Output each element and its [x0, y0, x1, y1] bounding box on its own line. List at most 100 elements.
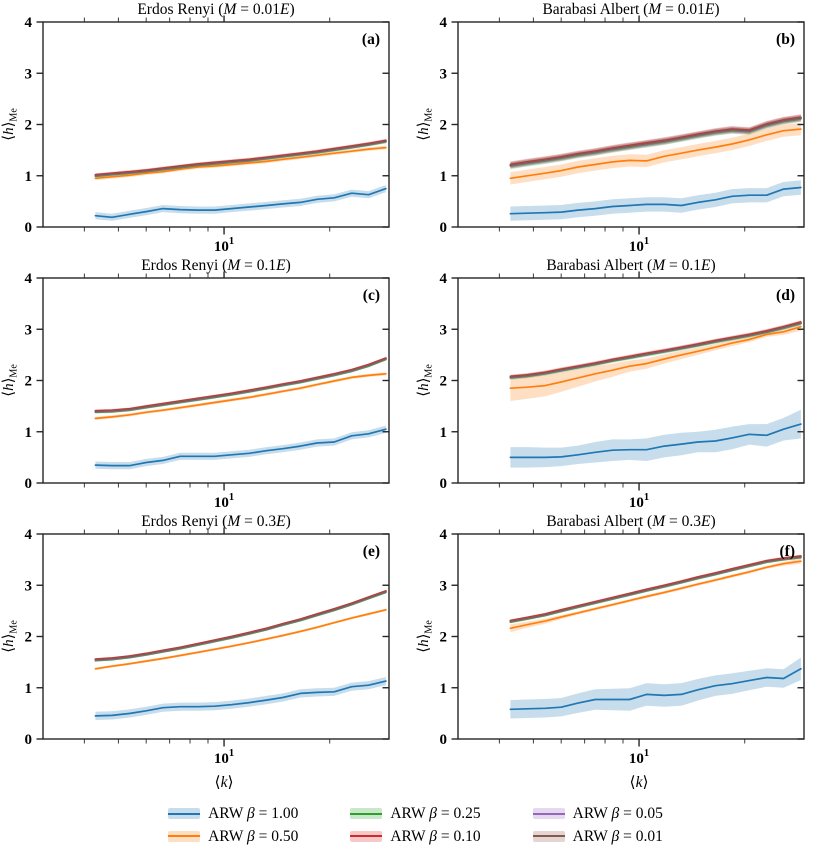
series-band-beta001: [510, 320, 801, 379]
chart-row-2: 0 1 2 3 4 101 Erdos Renyi (M = 0.1E) (c) ⟨h⟩Me 0…: [0, 256, 831, 512]
legend-swatch-beta025: [350, 808, 383, 820]
series-band-beta050: [95, 608, 386, 671]
x-tick-label: 101: [214, 236, 234, 255]
series-line-beta010: [509, 321, 802, 378]
series-line-beta100: [509, 667, 802, 711]
y-tick-label: 0: [25, 476, 33, 492]
chart-svg-f: 0 1 2 3 4 101 Barabasi Albert (M = 0.3E) (f) ⟨h⟩…: [416, 513, 805, 791]
series-band-beta005: [95, 590, 386, 662]
series-band-beta005: [95, 357, 386, 413]
legend-swatch-beta010: [350, 830, 383, 842]
legend: ARW β = 1.00 ARW β = 0.50 ARW β = 0.25 ARW …: [0, 794, 831, 844]
legend-label-beta100: ARW β = 1.00: [208, 805, 299, 822]
legend-label-beta025: ARW β = 0.25: [390, 805, 481, 822]
legend-swatch-beta001: [532, 830, 565, 842]
series-band-beta100: [95, 677, 386, 720]
y-tick-label: 0: [440, 476, 448, 492]
legend-swatch-beta050: [168, 830, 201, 842]
legend-swatch-beta100: [168, 808, 201, 820]
series-line-beta010: [94, 590, 387, 660]
series-line-beta050: [94, 146, 387, 180]
series-band-beta001: [95, 357, 386, 413]
y-axis-label: ⟨h⟩Me: [1, 364, 20, 397]
y-tick-label: 4: [440, 15, 448, 31]
series-line-beta100: [94, 428, 387, 467]
series-line-beta050: [509, 325, 802, 390]
series-band-beta050: [510, 123, 801, 185]
series-band-beta100: [95, 185, 386, 221]
legend-item-beta010: ARW β = 0.10: [350, 827, 481, 845]
legend-item-beta100: ARW β = 1.00: [168, 806, 298, 822]
y-tick-label: 2: [440, 630, 448, 646]
series-line-beta050: [509, 560, 802, 630]
x-tick-label: 101: [214, 492, 234, 511]
y-tick-label: 3: [440, 66, 448, 82]
y-tick-label: 3: [25, 322, 33, 338]
y-tick-label: 1: [25, 169, 33, 185]
x-tick-label: 101: [629, 748, 649, 767]
legend-item-beta050: ARW β = 0.50: [168, 828, 298, 845]
panel-letter: (d): [776, 287, 795, 304]
y-tick-label: 3: [440, 578, 448, 594]
panel-c: 0 1 2 3 4 101 Erdos Renyi (M = 0.1E) (c) ⟨h⟩Me: [0, 256, 415, 512]
series-line-beta010: [94, 357, 387, 412]
panel-letter: (f): [780, 543, 796, 560]
series-line-beta001: [509, 321, 802, 378]
y-axis-label: ⟨h⟩Me: [416, 364, 435, 397]
series-band-beta025: [95, 591, 386, 662]
y-tick-label: 2: [25, 374, 33, 390]
panel-letter: (a): [362, 31, 380, 48]
legend-label-beta010: ARW β = 0.10: [390, 827, 481, 845]
series-line-beta100: [509, 423, 802, 459]
panel-b: 0 1 2 3 4 101 Barabasi Albert (M = 0.01E) (b) ⟨h…: [415, 0, 830, 256]
panel-letter: (b): [776, 31, 795, 48]
series-line-beta005: [94, 591, 387, 661]
series-band-beta100: [510, 409, 801, 468]
y-tick-label: 4: [440, 271, 448, 287]
series-band-beta010: [95, 589, 386, 661]
series-band-beta050: [95, 372, 386, 420]
series-line-beta001: [94, 357, 387, 413]
panel-e: 0 1 2 3 4 101 Erdos Renyi (M = 0.3E) (e) ⟨h⟩Me ⟨k…: [0, 512, 415, 794]
y-tick-label: 4: [25, 527, 33, 543]
y-tick-label: 3: [25, 66, 33, 82]
panel-f: 0 1 2 3 4 101 Barabasi Albert (M = 0.3E) (f) ⟨h⟩…: [415, 512, 830, 794]
series-line-beta001: [94, 140, 387, 177]
legend-line-beta050: [168, 835, 201, 838]
y-tick-label: 0: [440, 732, 448, 748]
legend-line-beta100: [168, 812, 201, 815]
y-tick-label: 1: [440, 681, 448, 697]
chart-row-3: 0 1 2 3 4 101 Erdos Renyi (M = 0.3E) (e) ⟨h⟩Me ⟨k…: [0, 512, 831, 794]
series-band-beta010: [510, 320, 801, 379]
y-tick-label: 4: [25, 271, 33, 287]
y-tick-label: 0: [25, 732, 33, 748]
legend-label-beta005: ARW β = 0.05: [572, 805, 663, 822]
panel-title: Barabasi Albert (M = 0.01E): [542, 1, 719, 18]
series-band-beta100: [510, 180, 801, 221]
legend-line-beta025: [350, 812, 383, 815]
y-tick-label: 0: [440, 220, 448, 236]
x-tick-label: 101: [214, 748, 234, 767]
chart-svg-e: 0 1 2 3 4 101 Erdos Renyi (M = 0.3E) (e) ⟨h⟩Me ⟨k…: [1, 513, 390, 791]
y-tick-label: 1: [25, 681, 33, 697]
y-tick-label: 3: [440, 322, 448, 338]
series-line-beta100: [94, 680, 387, 717]
series-line-beta001: [509, 116, 802, 166]
y-axis-label: ⟨h⟩Me: [416, 108, 435, 141]
series-band-beta025: [95, 358, 386, 414]
legend-line-beta005: [532, 812, 565, 815]
chart-svg-b: 0 1 2 3 4 101 Barabasi Albert (M = 0.01E) (b) ⟨h…: [416, 1, 805, 255]
x-tick-label: 101: [629, 492, 649, 511]
y-tick-label: 4: [440, 527, 448, 543]
panel-title: Barabasi Albert (M = 0.1E): [546, 257, 715, 274]
series-band-beta100: [95, 425, 386, 470]
series-line-beta100: [94, 187, 387, 219]
panel-title: Erdos Renyi (M = 0.01E): [137, 1, 294, 18]
x-tick-label: 101: [629, 236, 649, 255]
y-tick-label: 4: [25, 15, 33, 31]
y-tick-label: 2: [440, 118, 448, 134]
y-tick-label: 1: [25, 425, 33, 441]
series-band-beta010: [95, 356, 386, 412]
x-axis-label: ⟨k⟩: [630, 774, 649, 791]
